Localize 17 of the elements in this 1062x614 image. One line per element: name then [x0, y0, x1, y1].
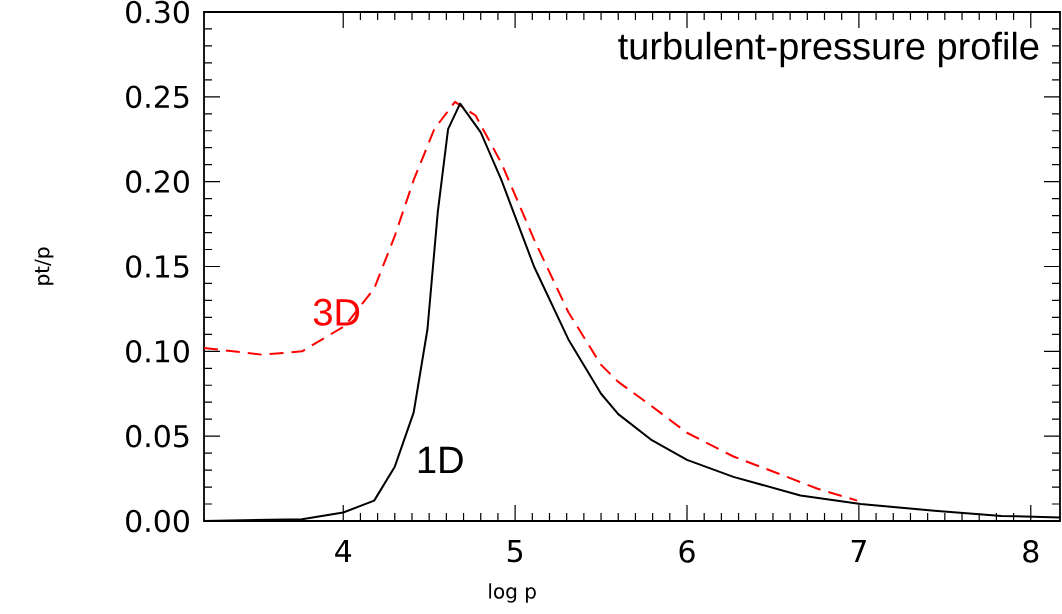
series-label: 3D [313, 298, 360, 326]
y-axis-title: pt/p [34, 247, 54, 285]
x-tick-label: 6 [679, 540, 695, 563]
y-tick-label: 0.30 [126, 0, 189, 24]
y-tick-label: 0.05 [126, 424, 189, 448]
x-tick-label: 5 [507, 540, 523, 563]
chart-title: turbulent-pressure profile [618, 31, 1039, 68]
y-tick-label: 0.20 [126, 170, 189, 194]
series-label: 1D [418, 446, 463, 473]
y-tick-label: 0.15 [126, 255, 189, 278]
y-tick-label: 0.25 [126, 85, 189, 109]
x-tick-label: 4 [335, 540, 352, 562]
x-tick-label: 8 [1023, 540, 1039, 563]
x-tick-label: 7 [851, 540, 866, 562]
y-tick-label: 0.10 [126, 339, 189, 363]
y-tick-label: 0.00 [126, 509, 189, 533]
x-axis-title: log p [489, 583, 536, 603]
